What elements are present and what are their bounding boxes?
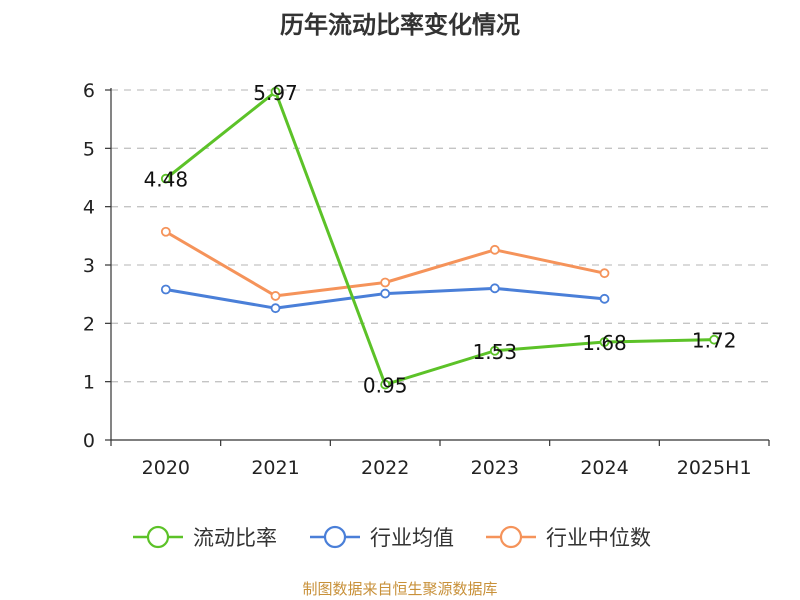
data-point-0 xyxy=(489,345,500,356)
data-point-1 xyxy=(599,293,610,304)
data-point-2 xyxy=(599,268,610,279)
gridlines xyxy=(111,89,769,383)
data-point-2 xyxy=(380,277,391,288)
y-tick-label: 3 xyxy=(83,255,95,277)
chart-title: 历年流动比率变化情况 xyxy=(280,11,520,39)
source-note: 制图数据来自恒生聚源数据库 xyxy=(302,580,497,598)
data-point-1 xyxy=(270,303,281,314)
legend-swatch-marker xyxy=(323,525,347,549)
x-tick-label: 2025H1 xyxy=(677,457,752,479)
y-tick-label: 1 xyxy=(83,372,95,394)
data-point-0 xyxy=(160,173,171,184)
data-label: 1.72 xyxy=(692,329,737,353)
data-point-2 xyxy=(160,226,171,237)
y-tick-label: 2 xyxy=(83,313,95,335)
legend-label: 行业中位数 xyxy=(546,526,651,550)
legend-label: 行业均值 xyxy=(370,526,454,550)
data-label: 4.48 xyxy=(144,168,189,192)
data-point-1 xyxy=(160,284,171,295)
x-tick-label: 2022 xyxy=(361,457,409,479)
legend-swatch-marker xyxy=(499,525,523,549)
data-point-1 xyxy=(380,288,391,299)
data-label: 1.68 xyxy=(582,331,627,355)
data-label: 5.97 xyxy=(253,81,298,105)
y-tick-label: 0 xyxy=(83,430,95,452)
tick-labels: 0 1 2 3 4 5 6 2020 2021 2022 2023 2024 2025H1 xyxy=(83,80,752,479)
data-point-0 xyxy=(380,379,391,390)
y-tick-label: 6 xyxy=(83,80,95,102)
series-group xyxy=(160,86,720,390)
legend: 流动比率 行业均值 行业中位数 xyxy=(133,525,651,550)
data-labels: 4.48 5.97 0.95 1.53 1.68 1.72 xyxy=(144,81,737,398)
data-label: 1.53 xyxy=(473,340,518,364)
data-point-0 xyxy=(709,334,720,345)
x-tick-label: 2023 xyxy=(471,457,519,479)
y-tick-label: 4 xyxy=(83,197,95,219)
axes xyxy=(105,88,770,446)
x-tick-label: 2021 xyxy=(251,457,299,479)
data-point-0 xyxy=(599,337,610,347)
legend-label: 流动比率 xyxy=(193,526,277,550)
data-point-2 xyxy=(270,291,281,301)
x-tick-label: 2020 xyxy=(142,457,190,479)
data-point-0 xyxy=(270,86,281,97)
legend-swatch-marker xyxy=(146,525,170,549)
x-tick-label: 2024 xyxy=(580,457,628,479)
series-line-0 xyxy=(164,90,715,387)
y-tick-label: 5 xyxy=(83,138,95,160)
data-point-2 xyxy=(489,244,500,255)
data-point-1 xyxy=(489,283,500,294)
data-label: 0.95 xyxy=(363,374,408,398)
